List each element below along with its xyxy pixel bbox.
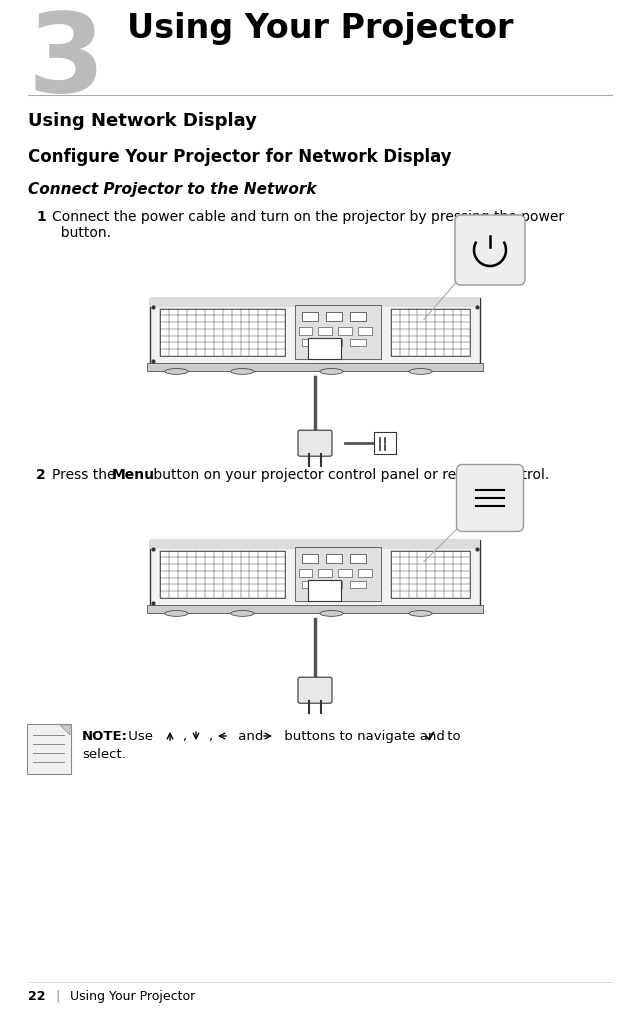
Bar (302, 581, 317, 588)
Bar (302, 338, 317, 346)
Bar (358, 569, 372, 577)
Bar (302, 554, 317, 564)
Text: Using Your Projector: Using Your Projector (70, 990, 195, 1003)
Bar (338, 327, 352, 335)
Text: Use: Use (124, 731, 157, 743)
Text: NOTE:: NOTE: (82, 731, 128, 743)
Text: Menu: Menu (112, 468, 155, 482)
Text: to: to (443, 731, 461, 743)
Bar (391, 551, 470, 597)
Text: select.: select. (82, 748, 126, 761)
Text: Using Your Projector: Using Your Projector (127, 12, 513, 45)
Ellipse shape (409, 611, 432, 617)
Text: Using Network Display: Using Network Display (28, 112, 257, 130)
Bar (308, 337, 341, 360)
Polygon shape (60, 725, 70, 735)
Bar (318, 569, 332, 577)
Text: ,: , (182, 731, 186, 743)
Text: button on your projector control panel or remote control.: button on your projector control panel o… (149, 468, 549, 482)
Bar (350, 312, 365, 321)
Ellipse shape (231, 611, 254, 617)
Bar (350, 554, 365, 564)
Ellipse shape (409, 369, 432, 374)
Bar (350, 338, 365, 346)
Bar (147, 605, 483, 614)
Text: |: | (55, 990, 60, 1003)
Bar (150, 298, 480, 370)
Bar (150, 539, 480, 549)
FancyBboxPatch shape (298, 430, 332, 456)
Ellipse shape (165, 611, 188, 617)
FancyBboxPatch shape (455, 215, 525, 285)
Text: Configure Your Projector for Network Display: Configure Your Projector for Network Dis… (28, 148, 452, 166)
Text: Connect the power cable and turn on the projector by pressing the power
  button: Connect the power cable and turn on the … (52, 210, 564, 240)
Bar (150, 298, 480, 307)
Bar (150, 539, 480, 612)
Ellipse shape (320, 369, 343, 374)
Bar (326, 312, 342, 321)
FancyBboxPatch shape (298, 678, 332, 703)
Bar (295, 548, 381, 601)
FancyBboxPatch shape (374, 432, 396, 454)
Text: ,: , (208, 731, 212, 743)
Text: 1: 1 (36, 210, 45, 224)
FancyBboxPatch shape (456, 464, 524, 531)
Bar (350, 581, 365, 588)
Text: and: and (234, 731, 268, 743)
Bar (302, 312, 317, 321)
Ellipse shape (165, 369, 188, 374)
Bar (299, 327, 312, 335)
Bar (326, 338, 342, 346)
Text: Press the: Press the (52, 468, 120, 482)
Bar (318, 327, 332, 335)
Bar (326, 554, 342, 564)
Bar (358, 327, 372, 335)
Text: 22: 22 (28, 990, 45, 1003)
Bar (299, 569, 312, 577)
Text: 3: 3 (28, 8, 105, 115)
Bar (308, 579, 341, 601)
Bar (338, 569, 352, 577)
Text: Connect Projector to the Network: Connect Projector to the Network (28, 182, 317, 197)
Bar (326, 581, 342, 588)
Ellipse shape (320, 611, 343, 617)
Bar (160, 551, 285, 597)
Text: 2: 2 (36, 468, 45, 482)
Bar (160, 309, 285, 356)
Bar (391, 309, 470, 356)
Bar (295, 305, 381, 360)
Bar (147, 363, 483, 372)
Ellipse shape (231, 369, 254, 374)
Text: buttons to navigate and: buttons to navigate and (280, 731, 449, 743)
FancyBboxPatch shape (27, 724, 71, 774)
